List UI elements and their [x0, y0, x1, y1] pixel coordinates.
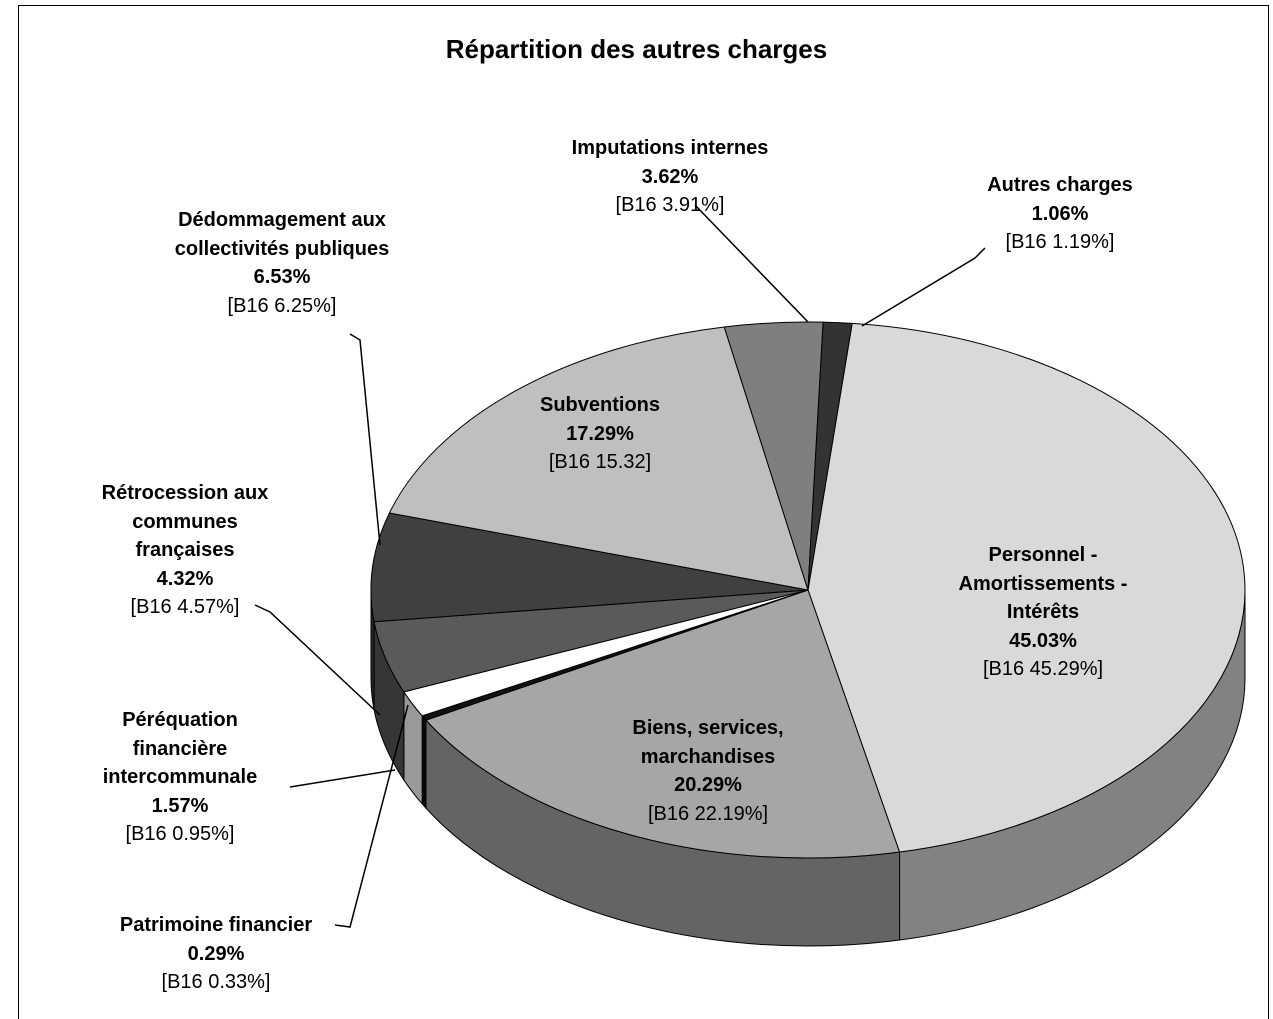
slice-label: Subventions 17.29% [B16 15.32] — [540, 391, 660, 477]
category-name: Subventions — [539, 394, 661, 416]
category-name: Rétrocession aux communes françaises — [101, 482, 269, 561]
slice-label: Autres charges 1.06% [B16 1.19%] — [987, 171, 1133, 257]
category-name: Imputations internes — [571, 137, 769, 159]
value-label: 1.57% — [151, 794, 209, 817]
category-name: Péréquation financière intercommunale — [102, 709, 258, 788]
b16-label: [B16 0.33%] — [161, 971, 271, 993]
leader-line — [349, 333, 381, 546]
slice — [370, 512, 809, 623]
b16-label: [B16 0.95%] — [125, 823, 235, 845]
value-label: 17.29% — [566, 422, 634, 445]
b16-label: [B16 45.29%] — [982, 658, 1104, 680]
slice-label: Péréquation financière intercommunale 1.5… — [90, 706, 270, 849]
slice-label: Rétrocession aux communes françaises 4.32… — [93, 479, 278, 622]
b16-label: [B16 4.57%] — [130, 596, 240, 618]
slice — [807, 321, 853, 591]
leader-line — [861, 247, 986, 327]
category-name: Patrimoine financier — [119, 914, 313, 936]
slice-label: Patrimoine financier 0.29% [B16 0.33%] — [120, 911, 312, 997]
value-label: 6.53% — [253, 266, 311, 288]
value-label: 20.29% — [674, 774, 742, 796]
slice-label: Dédommagement aux collectivités publique… — [175, 206, 390, 320]
value-label: 0.29% — [187, 942, 245, 965]
slice — [425, 589, 901, 859]
value-label: 3.62% — [641, 165, 699, 188]
category-name: Dédommagement aux collectivités publique… — [174, 209, 390, 260]
slice-side — [421, 714, 427, 810]
category-name: Personnel - Amortissements - Intérêts — [958, 544, 1128, 623]
value-label: 1.06% — [1031, 202, 1089, 225]
slice-label: Personnel - Amortissements - Intérêts 45.… — [933, 541, 1153, 684]
slice — [807, 322, 1246, 853]
b16-label: [B16 1.19%] — [1005, 231, 1115, 253]
leader-line — [289, 769, 396, 788]
chart-title: Répartition des autres charges — [445, 34, 828, 64]
category-name: Autres charges — [987, 174, 1133, 196]
leader-line — [334, 704, 409, 928]
slice-label: Biens, services, marchandises 20.29% [B16 … — [603, 714, 813, 828]
slice — [388, 326, 809, 591]
chart-frame — [18, 5, 1269, 1019]
leader-line — [254, 604, 381, 716]
value-label: 45.03% — [1009, 629, 1077, 652]
leader-line — [694, 204, 809, 323]
value-label: 4.32% — [156, 567, 214, 590]
category-name: Biens, services, marchandises — [632, 717, 784, 768]
slice-label: Imputations internes 3.62% [B16 3.91%] — [572, 134, 769, 220]
b16-label: [B16 22.19%] — [647, 802, 769, 825]
b16-label: [B16 15.32] — [548, 451, 652, 473]
b16-label: [B16 6.25%] — [227, 294, 337, 317]
b16-label: [B16 3.91%] — [615, 194, 725, 216]
